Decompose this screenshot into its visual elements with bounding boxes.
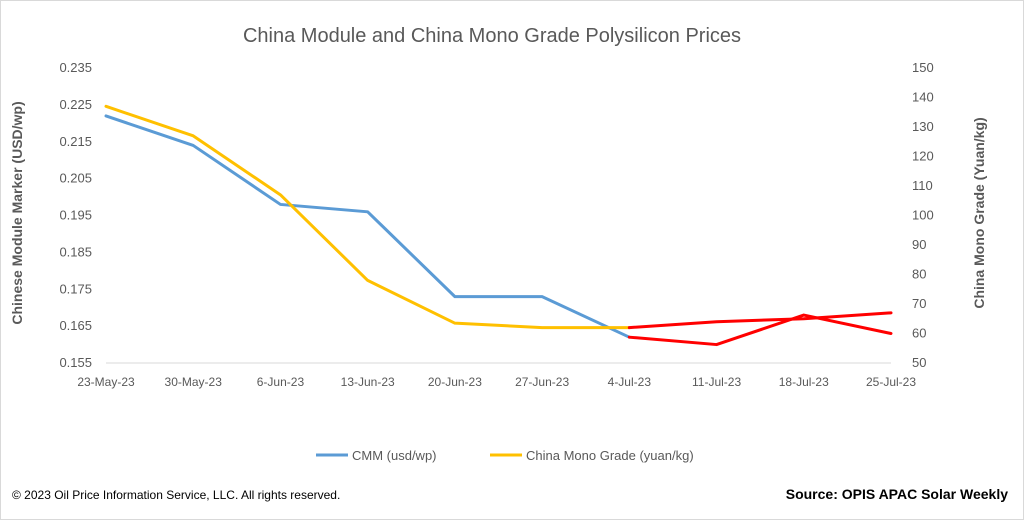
y-axis-left-ticks: 0.235 0.225 0.215 0.205 0.195 0.185 0.175 0.165… [59,60,92,370]
y-left-tick-label: 0.205 [59,171,92,186]
x-tick-label: 6-Jun-23 [257,375,305,389]
y-right-tick-label: 80 [912,267,926,282]
copyright-text: © 2023 Oil Price Information Service, LL… [12,488,341,502]
source-text: Source: OPIS APAC Solar Weekly [785,486,1008,502]
x-tick-label: 11-Jul-23 [692,375,741,389]
y-left-tick-label: 0.155 [59,355,92,370]
x-tick-label: 13-Jun-23 [341,375,395,389]
y-left-tick-label: 0.185 [59,244,92,259]
y-right-tick-label: 60 [912,326,926,341]
y-left-tick-label: 0.165 [59,318,92,333]
y-right-tick-label: 90 [912,237,926,252]
x-tick-label: 25-Jul-23 [866,375,916,389]
y-right-tick-label: 150 [912,60,934,75]
x-tick-label: 18-Jul-23 [779,375,829,389]
x-axis-ticks: 23-May-23 30-May-23 6-Jun-23 13-Jun-23 20-Ju… [77,375,916,389]
series-line-0 [104,114,631,339]
y-left-tick-label: 0.195 [59,208,92,223]
y-left-tick-label: 0.175 [59,281,92,296]
y-axis-left-label: Chinese Module Marker (USD/wp) [9,101,25,324]
y-left-tick-label: 0.215 [59,134,92,149]
y-right-tick-label: 110 [912,178,933,193]
y-right-tick-label: 70 [912,296,926,311]
x-tick-label: 30-May-23 [165,375,223,389]
y-left-tick-label: 0.235 [59,60,92,75]
y-right-tick-label: 130 [912,119,934,134]
series-line-1 [104,104,631,330]
series-line-1-forecast [627,311,893,330]
y-right-tick-label: 120 [912,149,934,164]
legend: CMM (usd/wp) China Mono Grade (yuan/kg) [316,448,694,463]
y-right-tick-label: 140 [912,90,934,105]
y-right-tick-label: 50 [912,355,926,370]
x-tick-label: 20-Jun-23 [428,375,482,389]
legend-label: China Mono Grade (yuan/kg) [526,448,694,463]
legend-label: CMM (usd/wp) [352,448,437,463]
x-tick-label: 23-May-23 [77,375,135,389]
x-tick-label: 27-Jun-23 [515,375,569,389]
chart-title: China Module and China Mono Grade Polysi… [243,25,741,47]
x-tick-label: 4-Jul-23 [608,375,652,389]
y-left-tick-label: 0.225 [59,97,92,112]
y-axis-right-ticks: 150 140 130 120 110 100 90 80 70 60 50 [912,60,934,370]
series-lines [104,104,893,347]
series-line-0-forecast [627,313,893,347]
y-right-tick-label: 100 [912,208,934,223]
y-axis-right-label: China Mono Grade (Yuan/kg) [971,117,987,308]
